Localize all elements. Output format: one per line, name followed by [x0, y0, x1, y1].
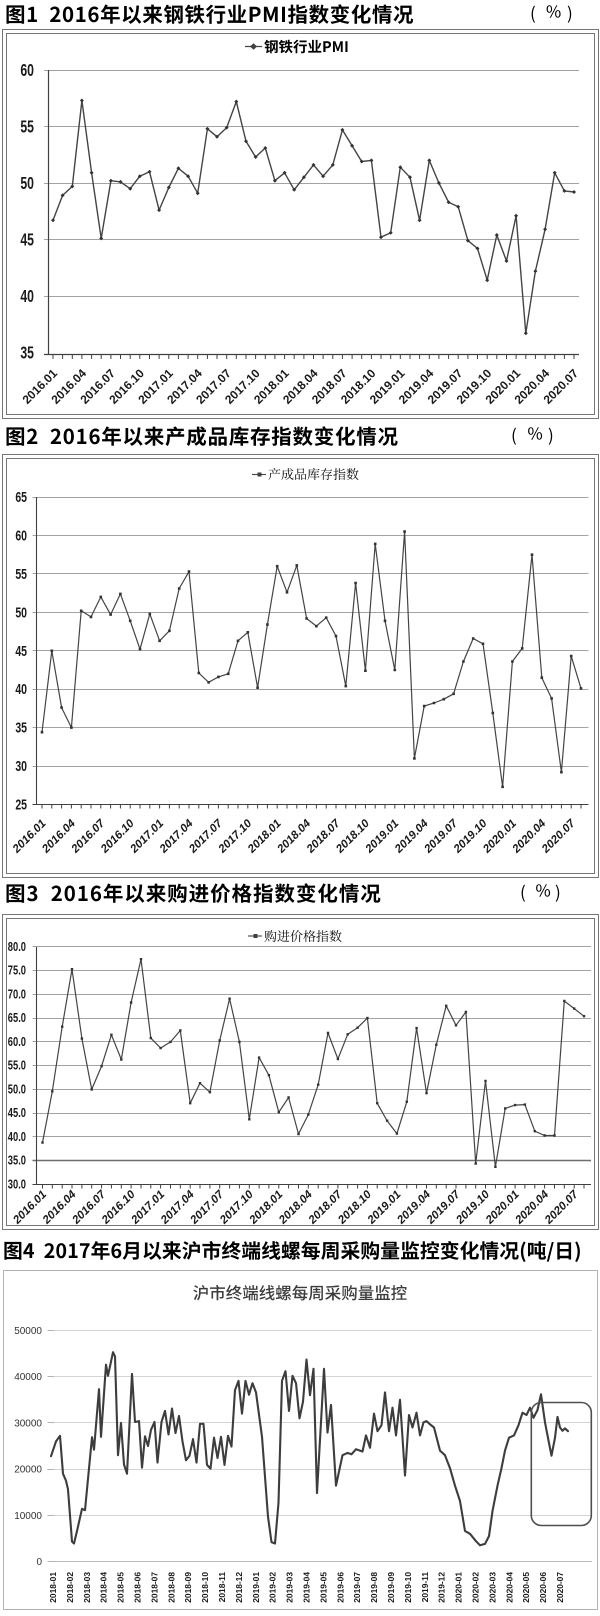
svg-text:2019-08: 2019-08	[369, 1572, 379, 1603]
svg-text:45: 45	[15, 642, 27, 659]
svg-text:70.0: 70.0	[8, 988, 26, 1002]
svg-text:2019-02: 2019-02	[268, 1572, 278, 1603]
svg-text:65.0: 65.0	[8, 1012, 26, 1026]
svg-text:60: 60	[20, 61, 34, 81]
svg-text:2019-06: 2019-06	[335, 1572, 345, 1603]
svg-text:2019-05: 2019-05	[318, 1572, 328, 1603]
svg-text:45: 45	[20, 230, 34, 250]
svg-text:20000: 20000	[14, 1465, 42, 1476]
svg-text:2019-01: 2019-01	[251, 1572, 261, 1603]
svg-text:75.0: 75.0	[8, 964, 26, 978]
svg-text:50: 50	[15, 603, 27, 620]
svg-text:50000: 50000	[14, 1326, 42, 1337]
svg-text:2020-03: 2020-03	[487, 1572, 497, 1603]
svg-text:35: 35	[15, 719, 27, 736]
svg-text:2018-03: 2018-03	[82, 1572, 92, 1603]
svg-text:55: 55	[20, 117, 34, 137]
svg-text:65: 65	[15, 488, 27, 505]
svg-text:2018-11: 2018-11	[217, 1572, 227, 1603]
svg-text:40.0: 40.0	[8, 1131, 26, 1145]
svg-text:2018-05: 2018-05	[116, 1572, 126, 1603]
svg-text:2018-01: 2018-01	[48, 1572, 58, 1603]
svg-text:80.0: 80.0	[8, 941, 26, 955]
svg-text:2018-08: 2018-08	[166, 1572, 176, 1603]
svg-text:2018-07: 2018-07	[149, 1572, 159, 1603]
svg-text:2020-07: 2020-07	[555, 1572, 565, 1603]
svg-text:35: 35	[20, 343, 34, 363]
svg-text:50: 50	[20, 174, 34, 194]
svg-text:40: 40	[20, 287, 34, 307]
svg-text:2019-09: 2019-09	[386, 1572, 396, 1603]
svg-text:10000: 10000	[14, 1511, 42, 1522]
svg-text:0: 0	[36, 1557, 42, 1568]
svg-text:55: 55	[15, 565, 27, 582]
svg-text:2018-09: 2018-09	[183, 1572, 193, 1603]
svg-text:40000: 40000	[14, 1372, 42, 1383]
svg-text:35.0: 35.0	[8, 1154, 26, 1168]
svg-text:2018-10: 2018-10	[200, 1572, 210, 1603]
svg-text:60: 60	[15, 526, 27, 543]
svg-text:2020-06: 2020-06	[538, 1572, 548, 1603]
svg-text:40: 40	[15, 680, 27, 697]
svg-text:2019-04: 2019-04	[302, 1572, 312, 1603]
svg-text:55.0: 55.0	[8, 1059, 26, 1073]
svg-text:2018-12: 2018-12	[234, 1572, 244, 1603]
svg-text:2018-04: 2018-04	[99, 1572, 109, 1603]
svg-text:2020-04: 2020-04	[504, 1572, 514, 1603]
svg-text:2020-02: 2020-02	[471, 1572, 481, 1603]
svg-text:30000: 30000	[14, 1418, 42, 1429]
svg-text:2020-01: 2020-01	[454, 1572, 464, 1603]
svg-text:2018-02: 2018-02	[65, 1572, 75, 1603]
svg-text:2019-11: 2019-11	[420, 1572, 430, 1603]
svg-text:2019-12: 2019-12	[437, 1572, 447, 1603]
svg-text:50.0: 50.0	[8, 1083, 26, 1097]
svg-text:60.0: 60.0	[8, 1036, 26, 1050]
svg-text:2020-05: 2020-05	[521, 1572, 531, 1603]
svg-text:30.0: 30.0	[8, 1178, 26, 1192]
svg-text:30: 30	[15, 757, 27, 774]
svg-text:2019-07: 2019-07	[352, 1572, 362, 1603]
svg-text:2018-06: 2018-06	[133, 1572, 143, 1603]
svg-text:25: 25	[15, 796, 27, 813]
svg-text:2019-03: 2019-03	[285, 1572, 295, 1603]
svg-text:45.0: 45.0	[8, 1107, 26, 1121]
svg-text:2019-10: 2019-10	[403, 1572, 413, 1603]
